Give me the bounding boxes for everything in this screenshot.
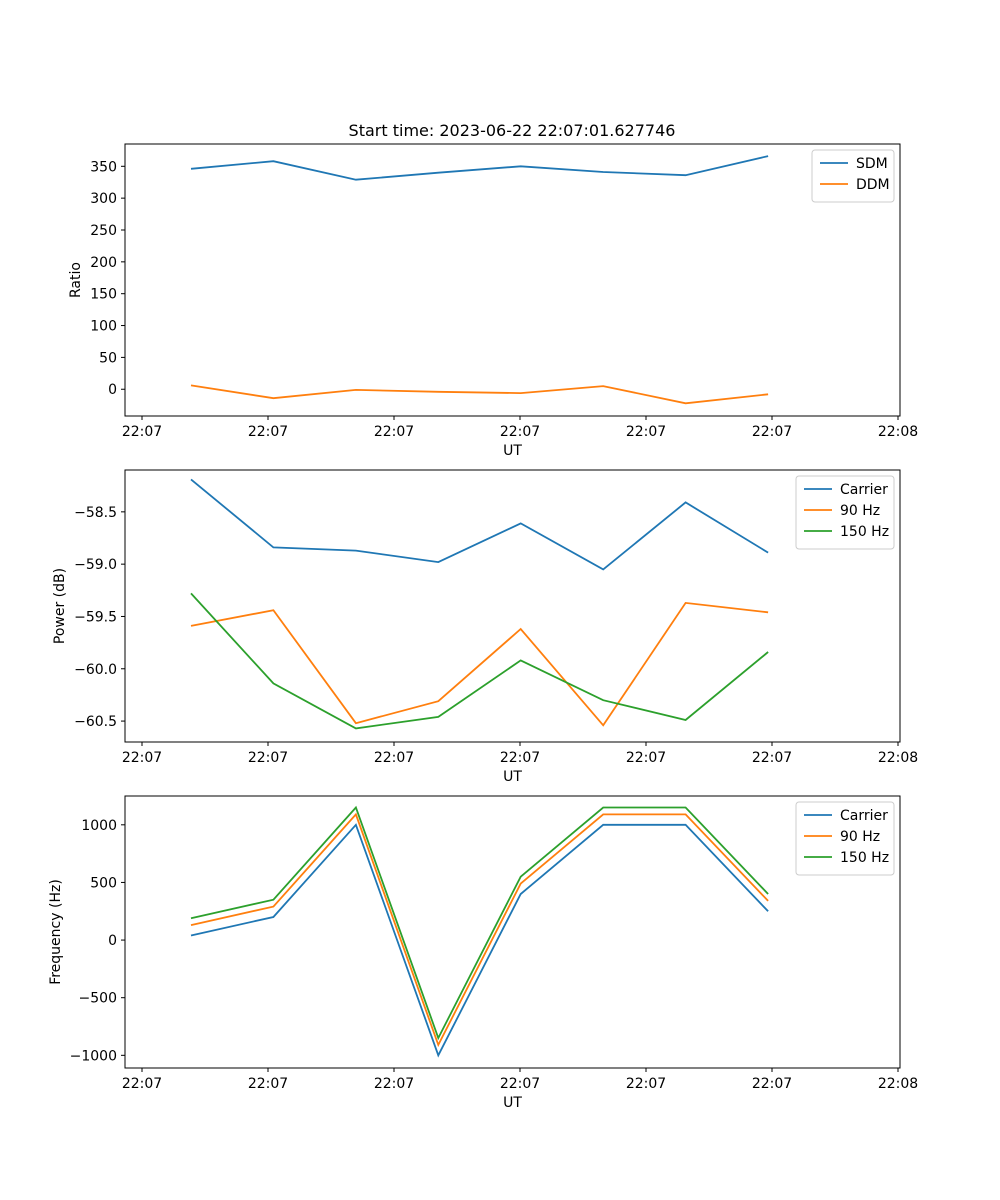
y-tick-label: 200 [90, 255, 117, 271]
legend: SDM DDM [811, 149, 895, 203]
x-axis-title: UT [503, 1095, 522, 1111]
series-line-carrier [190, 478, 769, 571]
legend-label: 150 Hz [840, 524, 889, 540]
x-tick-label: 22:07 [374, 1076, 414, 1092]
panel-ratio: 22:07 22:07 22:07 22:07 22:07 22:07 22:08 0 50 10… [68, 143, 918, 459]
x-tick-label: 22:07 [626, 1076, 666, 1092]
x-tick-label: 22:07 [248, 750, 288, 766]
y-tick-label: 0 [108, 933, 117, 949]
x-tick-label: 22:08 [878, 1076, 918, 1092]
y-tick-label: −60.5 [74, 714, 117, 730]
legend: Carrier 90 Hz 150 Hz [795, 801, 895, 876]
series-line-sdm [190, 155, 769, 181]
y-axis-title: Ratio [68, 262, 84, 298]
chart-title: Start time: 2023-06-22 22:07:01.627746 [349, 121, 676, 140]
x-tick-label: 22:07 [122, 750, 162, 766]
x-tick-label: 22:07 [374, 424, 414, 440]
series-line-carrier [190, 823, 769, 1058]
y-tick-label: 100 [90, 319, 117, 335]
y-tick-label: 300 [90, 191, 117, 207]
x-tick-label: 22:07 [500, 1076, 540, 1092]
series-line-90-hz [190, 812, 769, 1048]
y-tick-label: −59.0 [74, 557, 117, 573]
legend-label: Carrier [840, 482, 888, 498]
series-line-150-hz [190, 805, 769, 1041]
axes-frame [124, 795, 901, 1069]
y-tick-label: −1000 [70, 1048, 117, 1064]
x-tick-label: 22:07 [122, 1076, 162, 1092]
axes-frame [124, 143, 901, 417]
panel-power: 22:07 22:07 22:07 22:07 22:07 22:07 22:08 −60.5… [52, 469, 918, 785]
series-line-ddm [190, 384, 769, 405]
x-tick-label: 22:07 [752, 1076, 792, 1092]
x-axis-title: UT [503, 769, 522, 785]
y-tick-label: 250 [90, 223, 117, 239]
y-tick-label: −59.5 [74, 609, 117, 625]
y-tick-label: 1000 [81, 818, 117, 834]
series-line-150-hz [190, 592, 769, 730]
x-tick-label: 22:08 [878, 424, 918, 440]
y-axis-title: Frequency (Hz) [48, 879, 64, 985]
x-tick-label: 22:07 [500, 424, 540, 440]
x-tick-label: 22:07 [248, 1076, 288, 1092]
y-tick-label: −500 [79, 991, 117, 1007]
panel-frequency: 22:07 22:07 22:07 22:07 22:07 22:07 22:08 −1000… [48, 795, 918, 1111]
y-tick-label: 350 [90, 159, 117, 175]
y-tick-label: 500 [90, 875, 117, 891]
x-tick-label: 22:07 [626, 750, 666, 766]
legend-label: 150 Hz [840, 850, 889, 866]
x-tick-label: 22:07 [500, 750, 540, 766]
y-tick-label: 50 [99, 350, 117, 366]
legend: Carrier 90 Hz 150 Hz [795, 475, 895, 550]
legend-label: SDM [856, 156, 888, 172]
legend-label: 90 Hz [840, 829, 880, 845]
x-tick-label: 22:07 [374, 750, 414, 766]
y-tick-label: −60.0 [74, 662, 117, 678]
axes-frame [124, 469, 901, 743]
y-tick-label: −58.5 [74, 505, 117, 521]
x-tick-label: 22:07 [122, 424, 162, 440]
x-tick-label: 22:07 [752, 424, 792, 440]
series-line-90-hz [190, 601, 769, 727]
x-tick-label: 22:07 [248, 424, 288, 440]
y-tick-label: 0 [108, 382, 117, 398]
y-tick-label: 150 [90, 287, 117, 303]
x-tick-label: 22:08 [878, 750, 918, 766]
y-axis-title: Power (dB) [52, 568, 68, 644]
x-tick-label: 22:07 [626, 424, 666, 440]
x-axis-title: UT [503, 443, 522, 459]
legend-label: Carrier [840, 808, 888, 824]
x-tick-label: 22:07 [752, 750, 792, 766]
legend-label: DDM [856, 177, 890, 193]
legend-label: 90 Hz [840, 503, 880, 519]
